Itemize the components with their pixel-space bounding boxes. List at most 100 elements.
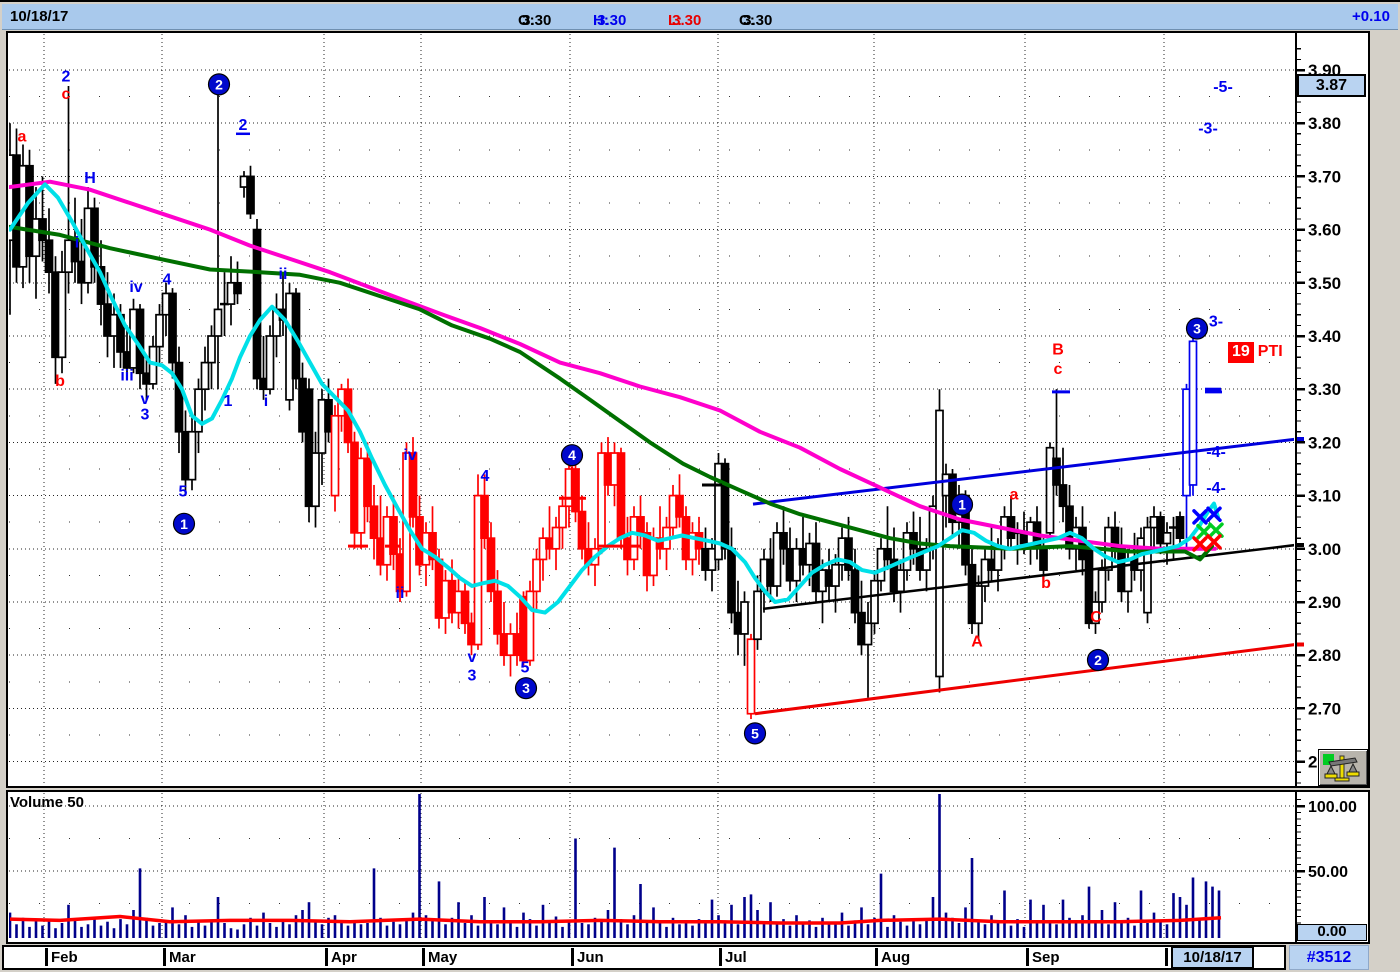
candle bbox=[480, 474, 489, 549]
candle bbox=[25, 149, 34, 283]
candle-body bbox=[369, 505, 379, 540]
candle bbox=[233, 261, 242, 305]
month-label: Jul bbox=[725, 949, 747, 966]
candle-body bbox=[1058, 484, 1068, 508]
wave-label: 4 bbox=[481, 468, 490, 485]
wave-label: iv bbox=[129, 279, 142, 296]
price-axis-ticks: 3.903.803.703.603.503.403.303.203.103.00… bbox=[1297, 48, 1341, 784]
last-date-box: 10/18/17 bbox=[1171, 946, 1254, 969]
time-axis[interactable]: FebMarAprMayJunJulAugSepO bbox=[2, 945, 1286, 970]
candle-body bbox=[1052, 457, 1061, 486]
candle-body bbox=[408, 452, 418, 518]
candle-body bbox=[1091, 601, 1100, 625]
volume-grid bbox=[9, 793, 1294, 940]
candle-body bbox=[25, 164, 34, 258]
candle-body bbox=[187, 430, 197, 481]
wave-label: 3- bbox=[1209, 314, 1223, 331]
quote-open: O: 3.30 bbox=[518, 12, 552, 29]
price-chart-area[interactable] bbox=[6, 31, 1297, 788]
candle-body bbox=[772, 531, 782, 587]
candle-body bbox=[480, 494, 489, 540]
candle bbox=[1143, 516, 1152, 624]
candle bbox=[1058, 447, 1068, 523]
wave-label: v bbox=[141, 391, 150, 408]
price-tick-label: 3.60 bbox=[1308, 221, 1341, 240]
price-tick-label: 2.80 bbox=[1308, 646, 1341, 665]
quote-low: L: 3.30 bbox=[668, 12, 702, 29]
candles bbox=[9, 85, 1221, 720]
wave-label: 2 bbox=[62, 68, 71, 85]
wave-label: a bbox=[1010, 487, 1019, 504]
candle-body bbox=[993, 547, 1003, 571]
circled-wave-label: 2 bbox=[1086, 648, 1110, 672]
circled-wave-number: 1 bbox=[180, 516, 188, 532]
pti-value: 19 bbox=[1228, 342, 1254, 363]
candle-body bbox=[532, 558, 541, 593]
candle bbox=[675, 474, 684, 528]
pti-label: PTI bbox=[1257, 343, 1283, 360]
candle bbox=[616, 447, 626, 549]
trendline-blue[interactable] bbox=[752, 437, 1295, 506]
candle bbox=[525, 580, 535, 666]
ma-green bbox=[9, 224, 1214, 562]
candle-body bbox=[980, 558, 990, 587]
wave-label: c bbox=[1054, 361, 1063, 378]
bar-count-badge: #3512 bbox=[1289, 945, 1369, 970]
wave-label: v bbox=[468, 649, 477, 666]
wave-label: b bbox=[1041, 575, 1051, 592]
candle-body bbox=[746, 638, 756, 715]
price-tick-label: 2.90 bbox=[1308, 593, 1341, 612]
month-tick bbox=[571, 948, 574, 966]
price-axis[interactable] bbox=[1295, 31, 1370, 788]
wave-label: b bbox=[55, 373, 65, 390]
candle bbox=[44, 208, 54, 294]
candle-body bbox=[876, 547, 886, 582]
pti-indicator: 19 PTI bbox=[1228, 342, 1283, 364]
candle bbox=[558, 495, 567, 549]
candle-body bbox=[174, 361, 184, 433]
quote-change: +0.10 bbox=[1352, 8, 1390, 25]
wave-label: H bbox=[84, 170, 96, 187]
month-tick bbox=[163, 948, 166, 966]
volume-axis[interactable] bbox=[1295, 790, 1370, 944]
candle bbox=[1188, 336, 1198, 496]
price-tick-label: 3.70 bbox=[1308, 167, 1341, 186]
circled-wave-number: 2 bbox=[215, 76, 223, 92]
price-tick-label: 3.80 bbox=[1308, 114, 1341, 133]
trendline-red[interactable] bbox=[754, 643, 1295, 716]
month-label: Feb bbox=[51, 949, 78, 966]
candle bbox=[90, 197, 99, 283]
candle bbox=[1162, 522, 1172, 565]
wave-label: -4- bbox=[1206, 444, 1226, 461]
candle bbox=[168, 288, 177, 379]
candle bbox=[577, 495, 587, 560]
candle bbox=[207, 325, 216, 390]
candle bbox=[460, 580, 470, 634]
volume-indicator-label: Volume 50 bbox=[10, 794, 84, 811]
candle-body bbox=[1175, 516, 1185, 540]
candle bbox=[246, 165, 255, 219]
price-tick-label: 3.40 bbox=[1308, 327, 1341, 346]
month-tick bbox=[719, 948, 722, 966]
candle-body bbox=[460, 590, 470, 625]
candle-body bbox=[194, 388, 203, 433]
candle-body bbox=[304, 388, 314, 508]
x-mark bbox=[1206, 534, 1222, 550]
circled-wave-label: 2 bbox=[207, 73, 231, 96]
candle-body bbox=[974, 585, 983, 625]
candle bbox=[213, 91, 223, 390]
wave-label: iv bbox=[403, 447, 416, 464]
candle bbox=[1045, 442, 1055, 539]
month-tick bbox=[422, 948, 425, 966]
price-tick-label: 3.20 bbox=[1308, 433, 1341, 452]
candle-body bbox=[636, 516, 645, 534]
price-tick-label: 3.30 bbox=[1308, 380, 1341, 399]
trendline-black[interactable] bbox=[762, 543, 1295, 611]
candle-body bbox=[577, 510, 587, 550]
wave-label: c bbox=[62, 86, 71, 103]
candle bbox=[740, 591, 749, 666]
candle-body bbox=[896, 569, 905, 593]
candle-body bbox=[551, 526, 561, 550]
balance-scale-icon[interactable] bbox=[1318, 749, 1368, 786]
